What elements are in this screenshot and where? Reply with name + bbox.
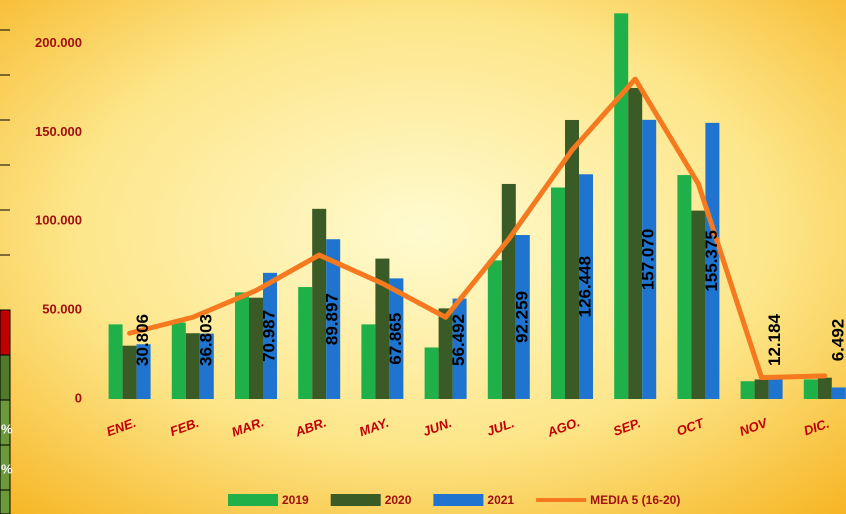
bar <box>614 13 629 399</box>
bar <box>691 210 706 399</box>
bar <box>389 278 404 399</box>
bar <box>642 119 657 399</box>
bar <box>361 324 376 399</box>
data-label: 67.865 <box>386 313 405 365</box>
data-label: 126.448 <box>575 256 594 317</box>
bar <box>185 333 200 399</box>
bar <box>487 260 502 399</box>
bar <box>249 297 263 399</box>
bar <box>565 119 579 399</box>
data-label: 92.259 <box>512 291 531 343</box>
line <box>127 76 828 381</box>
bar <box>803 379 818 399</box>
bar <box>551 187 565 399</box>
left-edge-fragment <box>0 29 11 514</box>
bar <box>199 333 214 399</box>
fragment-text: % <box>1 461 13 476</box>
y-tick-label: 200.000 <box>35 35 82 50</box>
y-tick-label: 150.000 <box>35 124 82 139</box>
y-tick-label: 100.000 <box>35 213 82 228</box>
bar <box>171 322 186 399</box>
legend-swatch <box>330 494 381 506</box>
legend-swatch <box>433 494 484 506</box>
bar <box>108 324 123 399</box>
bar <box>677 175 692 399</box>
data-label: 56.492 <box>449 314 468 366</box>
bar <box>326 239 341 399</box>
legend-label: MEDIA 5 (16-20) <box>590 493 680 507</box>
bar <box>740 381 755 399</box>
bar <box>298 287 313 399</box>
bar <box>754 379 769 399</box>
y-tick-label: 0 <box>75 390 82 405</box>
data-label: 12.184 <box>765 313 784 366</box>
data-label: 70.987 <box>259 310 278 362</box>
bar <box>452 298 467 399</box>
bar <box>136 344 151 399</box>
bar <box>438 308 453 399</box>
legend-swatch <box>228 494 278 506</box>
data-label: 155.375 <box>702 230 721 291</box>
data-label: 36.803 <box>196 314 215 366</box>
data-label: 6.492 <box>828 319 846 362</box>
bar <box>424 347 439 399</box>
bar <box>705 122 720 399</box>
data-label: 157.070 <box>639 229 658 290</box>
bar <box>235 292 249 399</box>
bar <box>817 377 832 399</box>
fragment-text: % <box>1 421 13 436</box>
bar <box>579 174 593 399</box>
legend-label: 2019 <box>282 493 309 507</box>
bar <box>515 235 530 399</box>
bar <box>628 87 643 400</box>
legend-label: 2021 <box>487 493 514 507</box>
y-tick-label: 50.000 <box>42 302 82 317</box>
bar <box>263 272 277 399</box>
bar <box>375 258 390 399</box>
bar <box>122 345 137 399</box>
data-label: 89.897 <box>323 293 342 345</box>
bar <box>768 377 783 399</box>
legend-label: 2020 <box>385 493 412 507</box>
bar <box>831 387 846 399</box>
data-label: 30.806 <box>133 314 152 366</box>
